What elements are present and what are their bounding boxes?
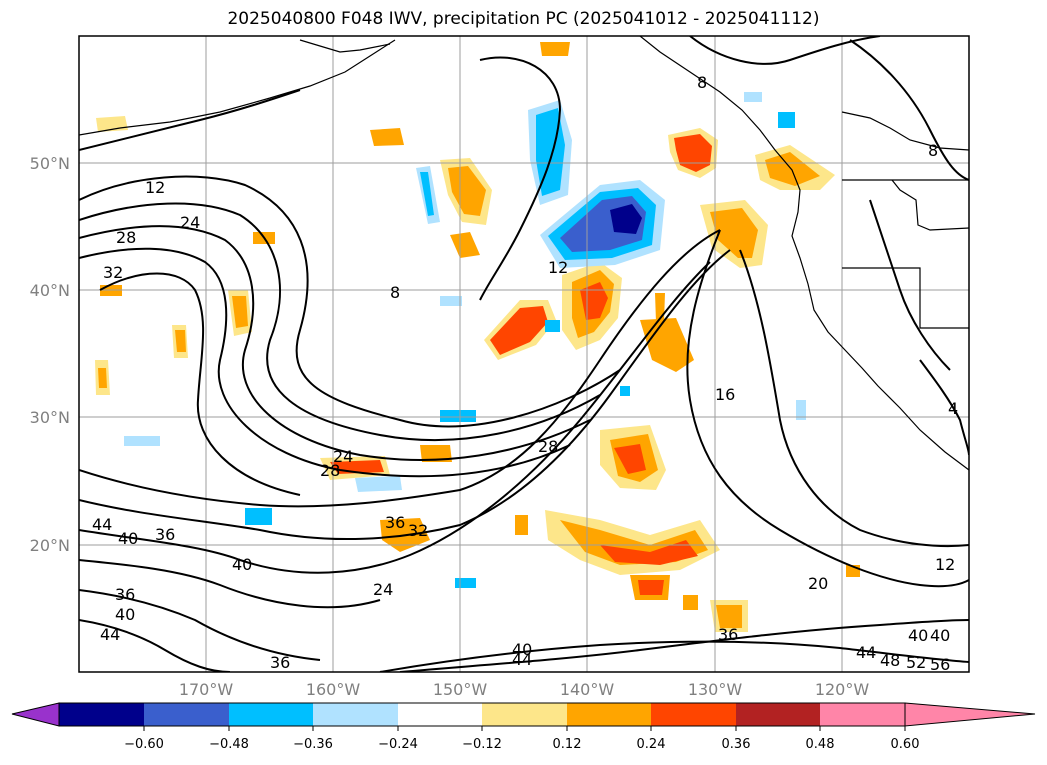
contour-label: 36 — [270, 653, 290, 672]
colorbar-tick-label: −0.24 — [378, 737, 418, 752]
contour-label: 4 — [948, 399, 958, 418]
colorbar-segment — [651, 703, 736, 726]
precip-positive-shading — [95, 42, 860, 632]
map-frame — [78, 35, 970, 673]
contour-label: 48 — [880, 651, 900, 670]
contour-label: 36 — [115, 585, 135, 604]
colorbar-segment — [820, 703, 905, 726]
colorbar-segment — [229, 703, 313, 726]
colorbar-tick-label: 0.36 — [722, 737, 751, 752]
contour-label: 40 — [908, 626, 928, 645]
contour-label: 12 — [548, 258, 568, 277]
lon-label: 150°W — [433, 680, 488, 699]
lat-label: 30°N — [30, 408, 70, 427]
lon-label: 130°W — [688, 680, 743, 699]
colorbar-segment — [313, 703, 398, 726]
lon-label: 120°W — [815, 680, 870, 699]
colorbar: −0.60 −0.48 −0.36 −0.24 −0.12 0.12 0.24 … — [11, 702, 1036, 752]
contour-label: 40 — [930, 626, 950, 645]
contour-label: 12 — [145, 178, 165, 197]
colorbar-tick-label: 0.12 — [553, 737, 582, 752]
contour-label: 32 — [408, 521, 428, 540]
colorbar-tick-label: 0.24 — [637, 737, 666, 752]
colorbar-segment — [398, 703, 482, 726]
longitude-labels: 170°W 160°W 150°W 140°W 130°W 120°W — [179, 680, 870, 699]
contour-labels: 12 24 28 32 8 12 16 28 24 28 36 32 44 40… — [92, 73, 958, 674]
precip-negative-shading — [124, 92, 806, 588]
colorbar-tick-label: 0.60 — [891, 737, 920, 752]
colorbar-tick-label: −0.60 — [124, 737, 164, 752]
lon-label: 170°W — [179, 680, 234, 699]
colorbar-tick-label: −0.48 — [209, 737, 249, 752]
colorbar-tick-label: −0.36 — [293, 737, 333, 752]
contour-label: 16 — [715, 385, 735, 404]
contour-label: 40 — [118, 529, 138, 548]
contour-label: 12 — [935, 555, 955, 574]
colorbar-segment — [482, 703, 567, 726]
contour-label: 28 — [538, 437, 558, 456]
map-title: 2025040800 F048 IWV, precipitation PC (2… — [227, 9, 820, 29]
contour-label: 36 — [385, 513, 405, 532]
lat-label: 20°N — [30, 536, 70, 555]
latitude-labels: 50°N 40°N 30°N 20°N — [30, 154, 70, 555]
contour-label: 24 — [180, 213, 200, 232]
contour-label: 32 — [103, 263, 123, 282]
contour-label: 36 — [155, 525, 175, 544]
contour-label: 44 — [100, 625, 120, 644]
iwv-contours — [79, 36, 969, 672]
coastlines — [79, 36, 969, 471]
colorbar-tick-label: −0.12 — [462, 737, 502, 752]
lat-label: 40°N — [30, 281, 70, 300]
contour-label: 44 — [92, 515, 112, 534]
contour-label: 52 — [906, 653, 926, 672]
contour-label: 24 — [373, 580, 393, 599]
contour-label: 40 — [115, 605, 135, 624]
colorbar-segment — [144, 703, 229, 726]
lon-label: 160°W — [306, 680, 361, 699]
contour-label: 36 — [718, 625, 738, 644]
contour-label: 40 — [232, 555, 252, 574]
contour-label: 8 — [390, 283, 400, 302]
map-gridlines — [79, 36, 969, 672]
colorbar-segment — [736, 703, 820, 726]
lat-label: 50°N — [30, 154, 70, 173]
colorbar-extend-low — [11, 702, 60, 727]
contour-label: 8 — [697, 73, 707, 92]
colorbar-segment — [59, 703, 144, 726]
contour-label: 20 — [808, 574, 828, 593]
contour-label: 28 — [116, 228, 136, 247]
contour-label: 40 — [512, 640, 532, 659]
contour-label: 24 — [333, 447, 353, 466]
colorbar-extend-high — [904, 702, 1036, 727]
map-plot-area — [79, 36, 969, 672]
lon-label: 140°W — [560, 680, 615, 699]
contour-label: 56 — [930, 655, 950, 674]
contour-label: 44 — [512, 650, 532, 669]
colorbar-segment — [567, 703, 651, 726]
contour-label: 28 — [320, 461, 340, 480]
contour-label: 44 — [856, 643, 876, 662]
colorbar-tick-label: 0.48 — [806, 737, 835, 752]
contour-label: 8 — [928, 141, 938, 160]
